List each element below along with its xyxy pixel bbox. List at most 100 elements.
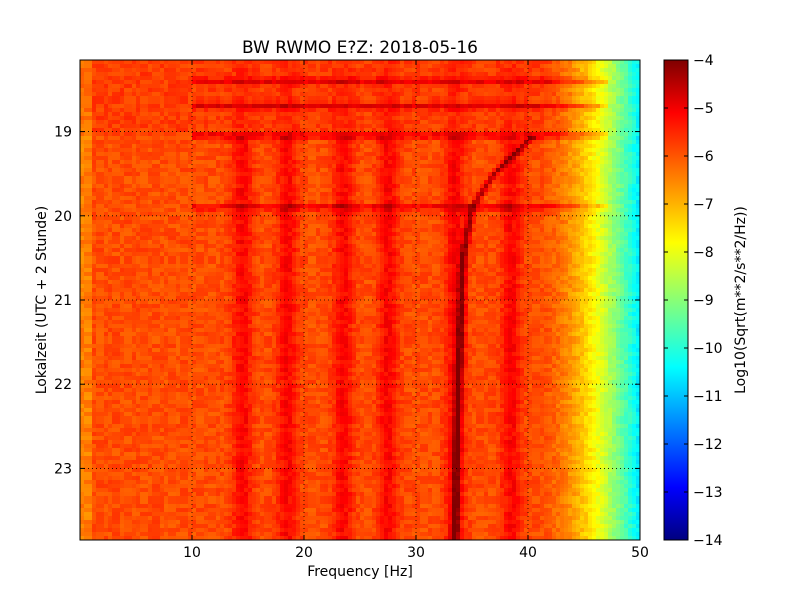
heatmap-cell [176, 76, 181, 81]
heatmap-cell [360, 124, 365, 129]
heatmap-cell [572, 96, 577, 101]
heatmap-cell [192, 168, 197, 173]
heatmap-cell [612, 80, 617, 85]
heatmap-cell [436, 164, 441, 169]
heatmap-cell [576, 172, 581, 177]
heatmap-cell [384, 72, 389, 77]
heatmap-cell [548, 112, 553, 117]
heatmap-cell [260, 64, 265, 69]
heatmap-cell [416, 72, 421, 77]
heatmap-cell [300, 104, 305, 109]
heatmap-cell [216, 104, 221, 109]
heatmap-cell [368, 148, 373, 153]
heatmap-cell [288, 156, 293, 161]
heatmap-cell [232, 128, 237, 133]
heatmap-cell [316, 144, 321, 149]
heatmap-cell [384, 76, 389, 81]
heatmap-cell [500, 144, 505, 149]
heatmap-cell [260, 160, 265, 165]
heatmap-cell [172, 88, 177, 93]
heatmap-cell [380, 192, 385, 197]
heatmap-cell [580, 68, 585, 73]
heatmap-cell [264, 184, 269, 189]
heatmap-cell [180, 188, 185, 193]
heatmap-cell [284, 180, 289, 185]
heatmap-cell [356, 144, 361, 149]
heatmap-cell [196, 140, 201, 145]
heatmap-cell [156, 88, 161, 93]
heatmap-cell [476, 160, 481, 165]
heatmap-cell [412, 120, 417, 125]
heatmap-cell [84, 196, 89, 201]
heatmap-cell [612, 84, 617, 89]
heatmap-cell [356, 72, 361, 77]
heatmap-cell [436, 180, 441, 185]
heatmap-cell [264, 104, 269, 109]
heatmap-cell [232, 88, 237, 93]
heatmap-cell [444, 60, 449, 65]
heatmap-cell [544, 188, 549, 193]
heatmap-cell [460, 164, 465, 169]
heatmap-cell [576, 164, 581, 169]
heatmap-cell [168, 120, 173, 125]
heatmap-cell [420, 188, 425, 193]
heatmap-cell [284, 116, 289, 121]
heatmap-cell [152, 184, 157, 189]
heatmap-cell [264, 84, 269, 89]
heatmap-cell [628, 88, 633, 93]
heatmap-cell [348, 72, 353, 77]
heatmap-cell [356, 140, 361, 145]
heatmap-cell [612, 140, 617, 145]
heatmap-cell [284, 96, 289, 101]
heatmap-cell [180, 136, 185, 141]
heatmap-cell [604, 124, 609, 129]
heatmap-cell [428, 144, 433, 149]
heatmap-cell [464, 96, 469, 101]
heatmap-cell [436, 200, 441, 205]
heatmap-cell [124, 96, 129, 101]
heatmap-cell [524, 100, 529, 105]
heatmap-cell [272, 84, 277, 89]
heatmap-cell [388, 96, 393, 101]
heatmap-cell [400, 116, 405, 121]
heatmap-cell [268, 72, 273, 77]
heatmap-cell [312, 144, 317, 149]
heatmap-cell [260, 192, 265, 197]
heatmap-cell [304, 152, 309, 157]
heatmap-cell [116, 172, 121, 177]
heatmap-cell [600, 108, 605, 113]
heatmap-cell [200, 180, 205, 185]
heatmap-cell [100, 100, 105, 105]
heatmap-cell [620, 156, 625, 161]
heatmap-cell [576, 184, 581, 189]
heatmap-cell [88, 80, 93, 85]
heatmap-cell [572, 156, 577, 161]
heatmap-cell [524, 64, 529, 69]
heatmap-cell [236, 108, 241, 113]
heatmap-cell [96, 76, 101, 81]
heatmap-cell [212, 100, 217, 105]
heatmap-cell [112, 148, 117, 153]
heatmap-cell [152, 92, 157, 97]
heatmap-cell [532, 76, 537, 81]
heatmap-cell [568, 188, 573, 193]
heatmap-cell [220, 140, 225, 145]
heatmap-cell [400, 128, 405, 133]
heatmap-cell [432, 152, 437, 157]
heatmap-cell [412, 132, 417, 137]
heatmap-cell [92, 80, 97, 85]
heatmap-cell [196, 68, 201, 73]
heatmap-cell [624, 188, 629, 193]
heatmap-cell [532, 192, 537, 197]
heatmap-cell [452, 168, 457, 173]
heatmap-cell [516, 96, 521, 101]
heatmap-cell [216, 96, 221, 101]
heatmap-cell [136, 104, 141, 109]
heatmap-cell [216, 72, 221, 77]
heatmap-cell [276, 64, 281, 69]
heatmap-cell [160, 64, 165, 69]
heatmap-cell [200, 116, 205, 121]
heatmap-cell [320, 84, 325, 89]
heatmap-cell [464, 72, 469, 77]
heatmap-cell [452, 84, 457, 89]
